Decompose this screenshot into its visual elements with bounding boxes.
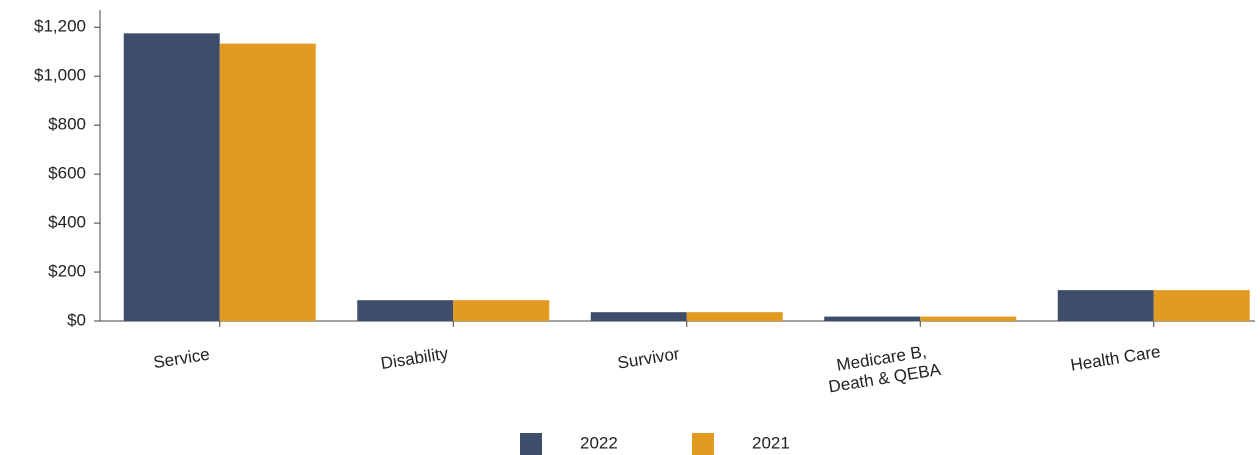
legend-swatch bbox=[520, 433, 542, 455]
legend-swatch bbox=[692, 433, 714, 455]
y-tick-label: $1,200 bbox=[34, 17, 86, 36]
bar bbox=[453, 300, 550, 321]
y-tick-label: $0 bbox=[67, 310, 86, 329]
bar bbox=[1153, 290, 1250, 321]
bar bbox=[357, 300, 454, 321]
bar bbox=[590, 312, 687, 321]
legend-label: 2021 bbox=[752, 433, 790, 452]
bar bbox=[219, 43, 316, 321]
bar bbox=[686, 312, 783, 321]
bar bbox=[824, 316, 921, 321]
legend-label: 2022 bbox=[580, 433, 618, 452]
bar bbox=[1057, 290, 1154, 321]
bar bbox=[920, 316, 1017, 321]
bar bbox=[123, 33, 220, 322]
y-tick-label: $400 bbox=[48, 213, 86, 232]
y-tick-label: $1,000 bbox=[34, 66, 86, 85]
y-tick-label: $200 bbox=[48, 262, 86, 281]
y-tick-label: $800 bbox=[48, 115, 86, 134]
y-tick-label: $600 bbox=[48, 164, 86, 183]
